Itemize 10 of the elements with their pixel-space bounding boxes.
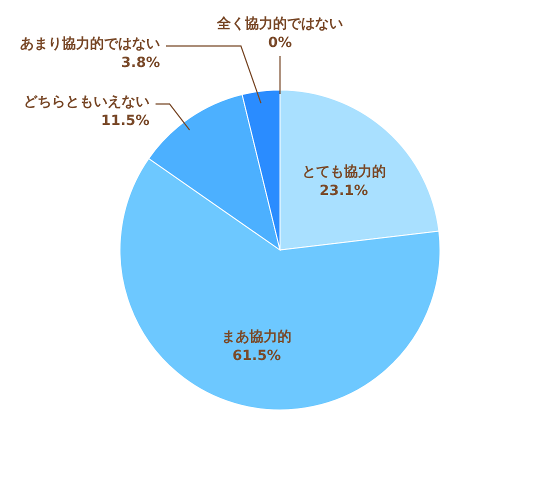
- slice-label: まあ協力的: [222, 329, 292, 346]
- data-label: 11.5%: [100, 113, 150, 130]
- category-label: 全く協力的ではない: [217, 16, 343, 32]
- data-label: 61.5%: [232, 348, 281, 364]
- slice-label: あまり協力的ではない: [20, 36, 160, 52]
- data-label: 3.8%: [121, 55, 160, 72]
- data-label: 23.1%: [319, 183, 368, 200]
- slice-label: とても協力的: [302, 164, 386, 180]
- slice-label: どちらともいえない: [24, 94, 150, 110]
- text: 0%: [268, 35, 292, 51]
